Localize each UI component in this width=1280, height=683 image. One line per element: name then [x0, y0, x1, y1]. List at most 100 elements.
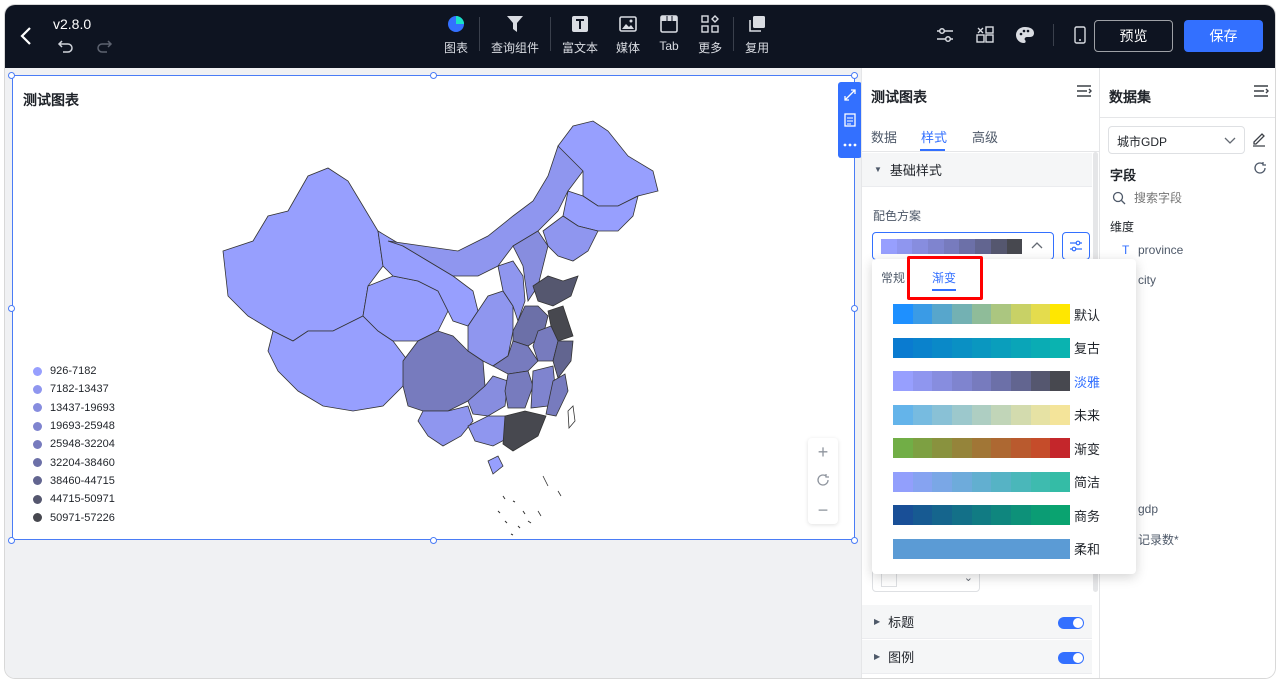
- undo-icon[interactable]: [57, 39, 75, 58]
- map-region: [487, 455, 504, 475]
- resize-handle[interactable]: [8, 305, 15, 312]
- settings-sliders-icon[interactable]: [933, 23, 957, 47]
- map-region: [532, 275, 579, 307]
- china-map[interactable]: [213, 116, 673, 536]
- scheme-name: 商务: [1074, 508, 1101, 524]
- field-province[interactable]: T province: [1122, 243, 1184, 257]
- tab-style[interactable]: 样式: [921, 130, 948, 145]
- resize-handle[interactable]: [430, 72, 437, 79]
- collapse-icon[interactable]: [1253, 84, 1269, 101]
- reset-icon[interactable]: [816, 472, 830, 490]
- toolbar-query-button[interactable]: 查询组件: [491, 13, 539, 56]
- swatch: [959, 239, 976, 254]
- legend-item[interactable]: 38460-44715: [33, 472, 115, 490]
- scheme-option[interactable]: 复古: [893, 337, 1100, 358]
- scheme-option[interactable]: 未来: [893, 404, 1100, 425]
- scheme-option[interactable]: 柔和: [893, 538, 1100, 559]
- section-basic-style[interactable]: ▼ 基础样式: [862, 153, 1092, 187]
- collapse-icon[interactable]: [1076, 84, 1092, 101]
- legend-item[interactable]: 25948-32204: [33, 435, 115, 453]
- scheme-option[interactable]: 默认: [893, 304, 1100, 324]
- component-toolbar: 图表 查询组件 富文本 媒体: [435, 13, 778, 63]
- scheme-color-bar: [893, 304, 1071, 324]
- chart-card[interactable]: 测试图表: [12, 75, 862, 540]
- toolbar-tab-button[interactable]: Tab: [658, 13, 680, 53]
- legend-label: 13437-19693: [50, 401, 115, 414]
- more-icon[interactable]: [838, 132, 862, 157]
- section-legend[interactable]: ▶ 图例: [862, 640, 1092, 674]
- map-region: [567, 405, 576, 430]
- scheme-option[interactable]: 淡雅: [893, 371, 1100, 391]
- expand-icon[interactable]: [838, 82, 862, 107]
- zoom-out-icon[interactable]: −: [817, 499, 829, 520]
- scheme-option[interactable]: 商务: [893, 505, 1100, 525]
- title-toggle[interactable]: [1058, 617, 1084, 629]
- zoom-control: + −: [808, 438, 838, 524]
- toolbar-reuse-button[interactable]: 复用: [745, 13, 769, 56]
- theme-palette-icon[interactable]: [1013, 23, 1037, 47]
- resize-handle[interactable]: [8, 72, 15, 79]
- chart-title: 测试图表: [23, 92, 79, 108]
- toolbar-more-button[interactable]: 更多: [698, 13, 722, 56]
- dataset-select[interactable]: 城市GDP: [1108, 126, 1245, 154]
- scheme-color-bar: [893, 471, 1071, 492]
- map-region: [545, 373, 569, 417]
- edit-icon[interactable]: [1252, 131, 1266, 150]
- legend-item[interactable]: 7182-13437: [33, 380, 115, 398]
- redo-icon[interactable]: [95, 39, 113, 58]
- map-region: [504, 370, 534, 409]
- tab-data[interactable]: 数据: [871, 130, 898, 145]
- mobile-icon[interactable]: [1068, 23, 1092, 47]
- details-icon[interactable]: [838, 107, 862, 132]
- panel-title: 测试图表: [871, 89, 927, 105]
- tab-regular[interactable]: 常规: [881, 271, 906, 285]
- map-region: [467, 415, 509, 447]
- swatch: [943, 239, 960, 254]
- legend-item[interactable]: 13437-19693: [33, 399, 115, 417]
- legend-label: 926-7182: [50, 365, 97, 378]
- scheme-option[interactable]: 简洁: [893, 471, 1100, 492]
- zoom-in-icon[interactable]: +: [817, 442, 829, 463]
- legend-label: 44715-50971: [50, 493, 115, 506]
- resize-handle[interactable]: [851, 537, 858, 544]
- back-icon[interactable]: [19, 25, 39, 47]
- legend-item[interactable]: 19693-25948: [33, 417, 115, 435]
- swatch: [912, 239, 929, 254]
- legend-item[interactable]: 44715-50971: [33, 490, 115, 508]
- right-tools: [933, 23, 1108, 47]
- legend-item[interactable]: 32204-38460: [33, 453, 115, 471]
- map-region: [542, 215, 599, 262]
- legend-label: 19693-25948: [50, 420, 115, 433]
- toolbar-richtext-button[interactable]: 富文本: [562, 13, 598, 56]
- legend-toggle[interactable]: [1058, 652, 1084, 664]
- resize-handle[interactable]: [430, 537, 437, 544]
- field-search-input[interactable]: [1134, 191, 1254, 205]
- caret-down-icon: ▼: [874, 165, 882, 174]
- save-button[interactable]: 保存: [1184, 20, 1263, 52]
- color-scheme-label: 配色方案: [873, 209, 922, 223]
- section-title[interactable]: ▶ 标题: [862, 605, 1092, 639]
- refresh-icon[interactable]: [1253, 161, 1267, 178]
- scheme-color-bar: [893, 438, 1071, 458]
- tab-advanced[interactable]: 高级: [972, 130, 999, 145]
- map-region: [502, 410, 547, 452]
- legend-item[interactable]: 926-7182: [33, 362, 115, 380]
- resize-handle[interactable]: [851, 72, 858, 79]
- map-region: [222, 167, 384, 342]
- swatch: [881, 239, 897, 254]
- layout-icon[interactable]: [973, 23, 997, 47]
- resize-handle[interactable]: [851, 305, 858, 312]
- resize-handle[interactable]: [8, 537, 15, 544]
- palette-settings-button[interactable]: [1062, 232, 1090, 260]
- toolbar-chart-button[interactable]: 图表: [444, 13, 468, 56]
- toolbar-media-button[interactable]: 媒体: [616, 13, 640, 56]
- selected-scheme-swatches: [881, 239, 1023, 254]
- swatch: [990, 239, 1007, 254]
- preview-button[interactable]: 预览: [1094, 20, 1173, 52]
- swatch: [975, 239, 991, 254]
- scheme-option[interactable]: 渐变: [893, 438, 1100, 458]
- filter-icon: [504, 13, 526, 35]
- legend-item[interactable]: 50971-57226: [33, 508, 115, 526]
- tab-gradient[interactable]: 渐变: [932, 271, 957, 285]
- color-scheme-select[interactable]: [872, 232, 1054, 260]
